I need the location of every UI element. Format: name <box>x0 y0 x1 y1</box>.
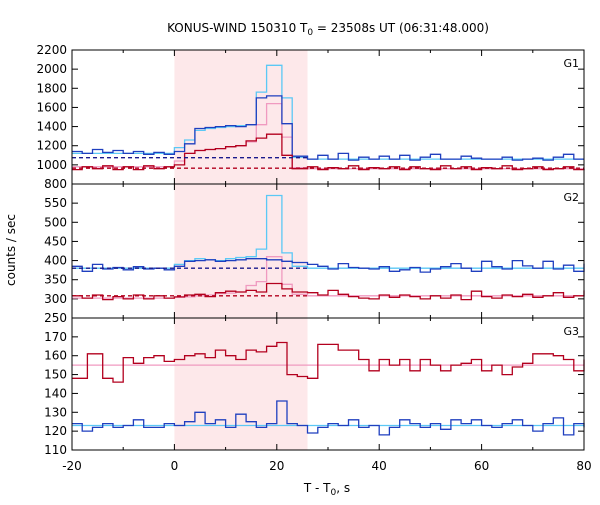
y-tick-label: 500 <box>44 215 67 229</box>
highlight-layer <box>174 50 308 450</box>
series-layer <box>72 64 585 436</box>
series-line-navy <box>72 95 584 161</box>
y-axis-title: counts / sec <box>4 214 18 286</box>
y-tick-label: 550 <box>44 196 67 210</box>
series-line-cyan <box>72 194 584 269</box>
y-tick-label: 110 <box>44 443 67 457</box>
x-axis-title: T - T0, s <box>303 481 350 498</box>
frame-layer <box>71 49 585 451</box>
chart-title: KONUS-WIND 150310 T0 = 23508s UT (06:31:… <box>167 21 489 38</box>
y-tick-label: 140 <box>44 386 67 400</box>
series-line-cyan <box>72 64 584 160</box>
y-tick-label: 400 <box>44 254 67 268</box>
panel-frame <box>71 317 585 451</box>
y-tick-label: 1400 <box>36 120 67 134</box>
x-tick-label: -20 <box>62 459 82 473</box>
y-tick-label: 300 <box>44 292 67 306</box>
x-tick-label: 20 <box>269 459 284 473</box>
y-tick-label: 1600 <box>36 100 67 114</box>
panel-label: G1 <box>563 57 579 70</box>
y-tick-label: 130 <box>44 405 67 419</box>
series-line-crimson <box>72 282 585 301</box>
y-tick-label: 150 <box>44 368 67 382</box>
y-tick-label: 350 <box>44 273 67 287</box>
y-tick-label: 1800 <box>36 81 67 95</box>
y-tick-label: 450 <box>44 234 67 248</box>
y-tick-label: 1000 <box>36 158 67 172</box>
y-tick-label: 170 <box>44 330 67 344</box>
y-tick-label: 160 <box>44 349 67 363</box>
series-line-navy <box>72 258 585 273</box>
y-tick-label: 120 <box>44 424 67 438</box>
series-line-crimson <box>72 133 585 171</box>
y-tick-label: 800 <box>44 177 67 191</box>
x-tick-label: 40 <box>372 459 387 473</box>
panel-label: G2 <box>563 191 579 204</box>
series-line-navy <box>72 400 585 436</box>
series-line-crimson <box>72 341 585 383</box>
x-tick-label: 0 <box>171 459 179 473</box>
y-tick-label: 2200 <box>36 43 67 57</box>
y-tick-label: 250 <box>44 311 67 325</box>
y-tick-label: 1200 <box>36 139 67 153</box>
panel-label: G3 <box>563 325 579 338</box>
x-tick-label: 60 <box>474 459 489 473</box>
tick-layer <box>71 49 585 451</box>
highlight-interval <box>174 50 308 450</box>
y-tick-label: 2000 <box>36 62 67 76</box>
x-tick-label: 80 <box>576 459 591 473</box>
label-layer: -20 0 20 40 60 80 800 1000 1200 1400 1600 1800 2000 2… <box>36 43 591 473</box>
panel-frame <box>71 49 585 185</box>
